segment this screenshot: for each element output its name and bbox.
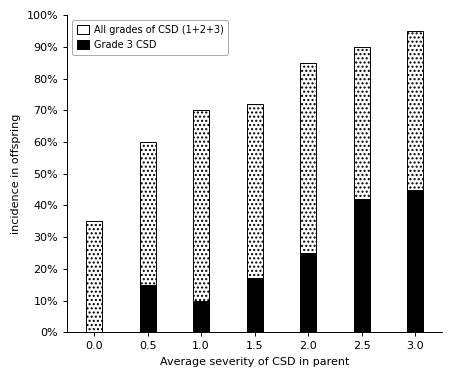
Bar — [300, 63, 316, 332]
Bar — [246, 278, 263, 332]
Bar — [300, 253, 316, 332]
Legend: All grades of CSD (1+2+3), Grade 3 CSD: All grades of CSD (1+2+3), Grade 3 CSD — [72, 20, 228, 54]
Bar — [354, 47, 370, 332]
Bar — [193, 110, 209, 332]
Bar — [140, 285, 156, 332]
Bar — [354, 199, 370, 332]
X-axis label: Average severity of CSD in parent: Average severity of CSD in parent — [160, 357, 349, 367]
Bar — [86, 221, 102, 332]
Bar — [193, 301, 209, 332]
Bar — [407, 31, 423, 332]
Bar — [246, 104, 263, 332]
Bar — [407, 190, 423, 332]
Y-axis label: incidence in offspring: incidence in offspring — [11, 113, 21, 234]
Bar — [140, 142, 156, 332]
